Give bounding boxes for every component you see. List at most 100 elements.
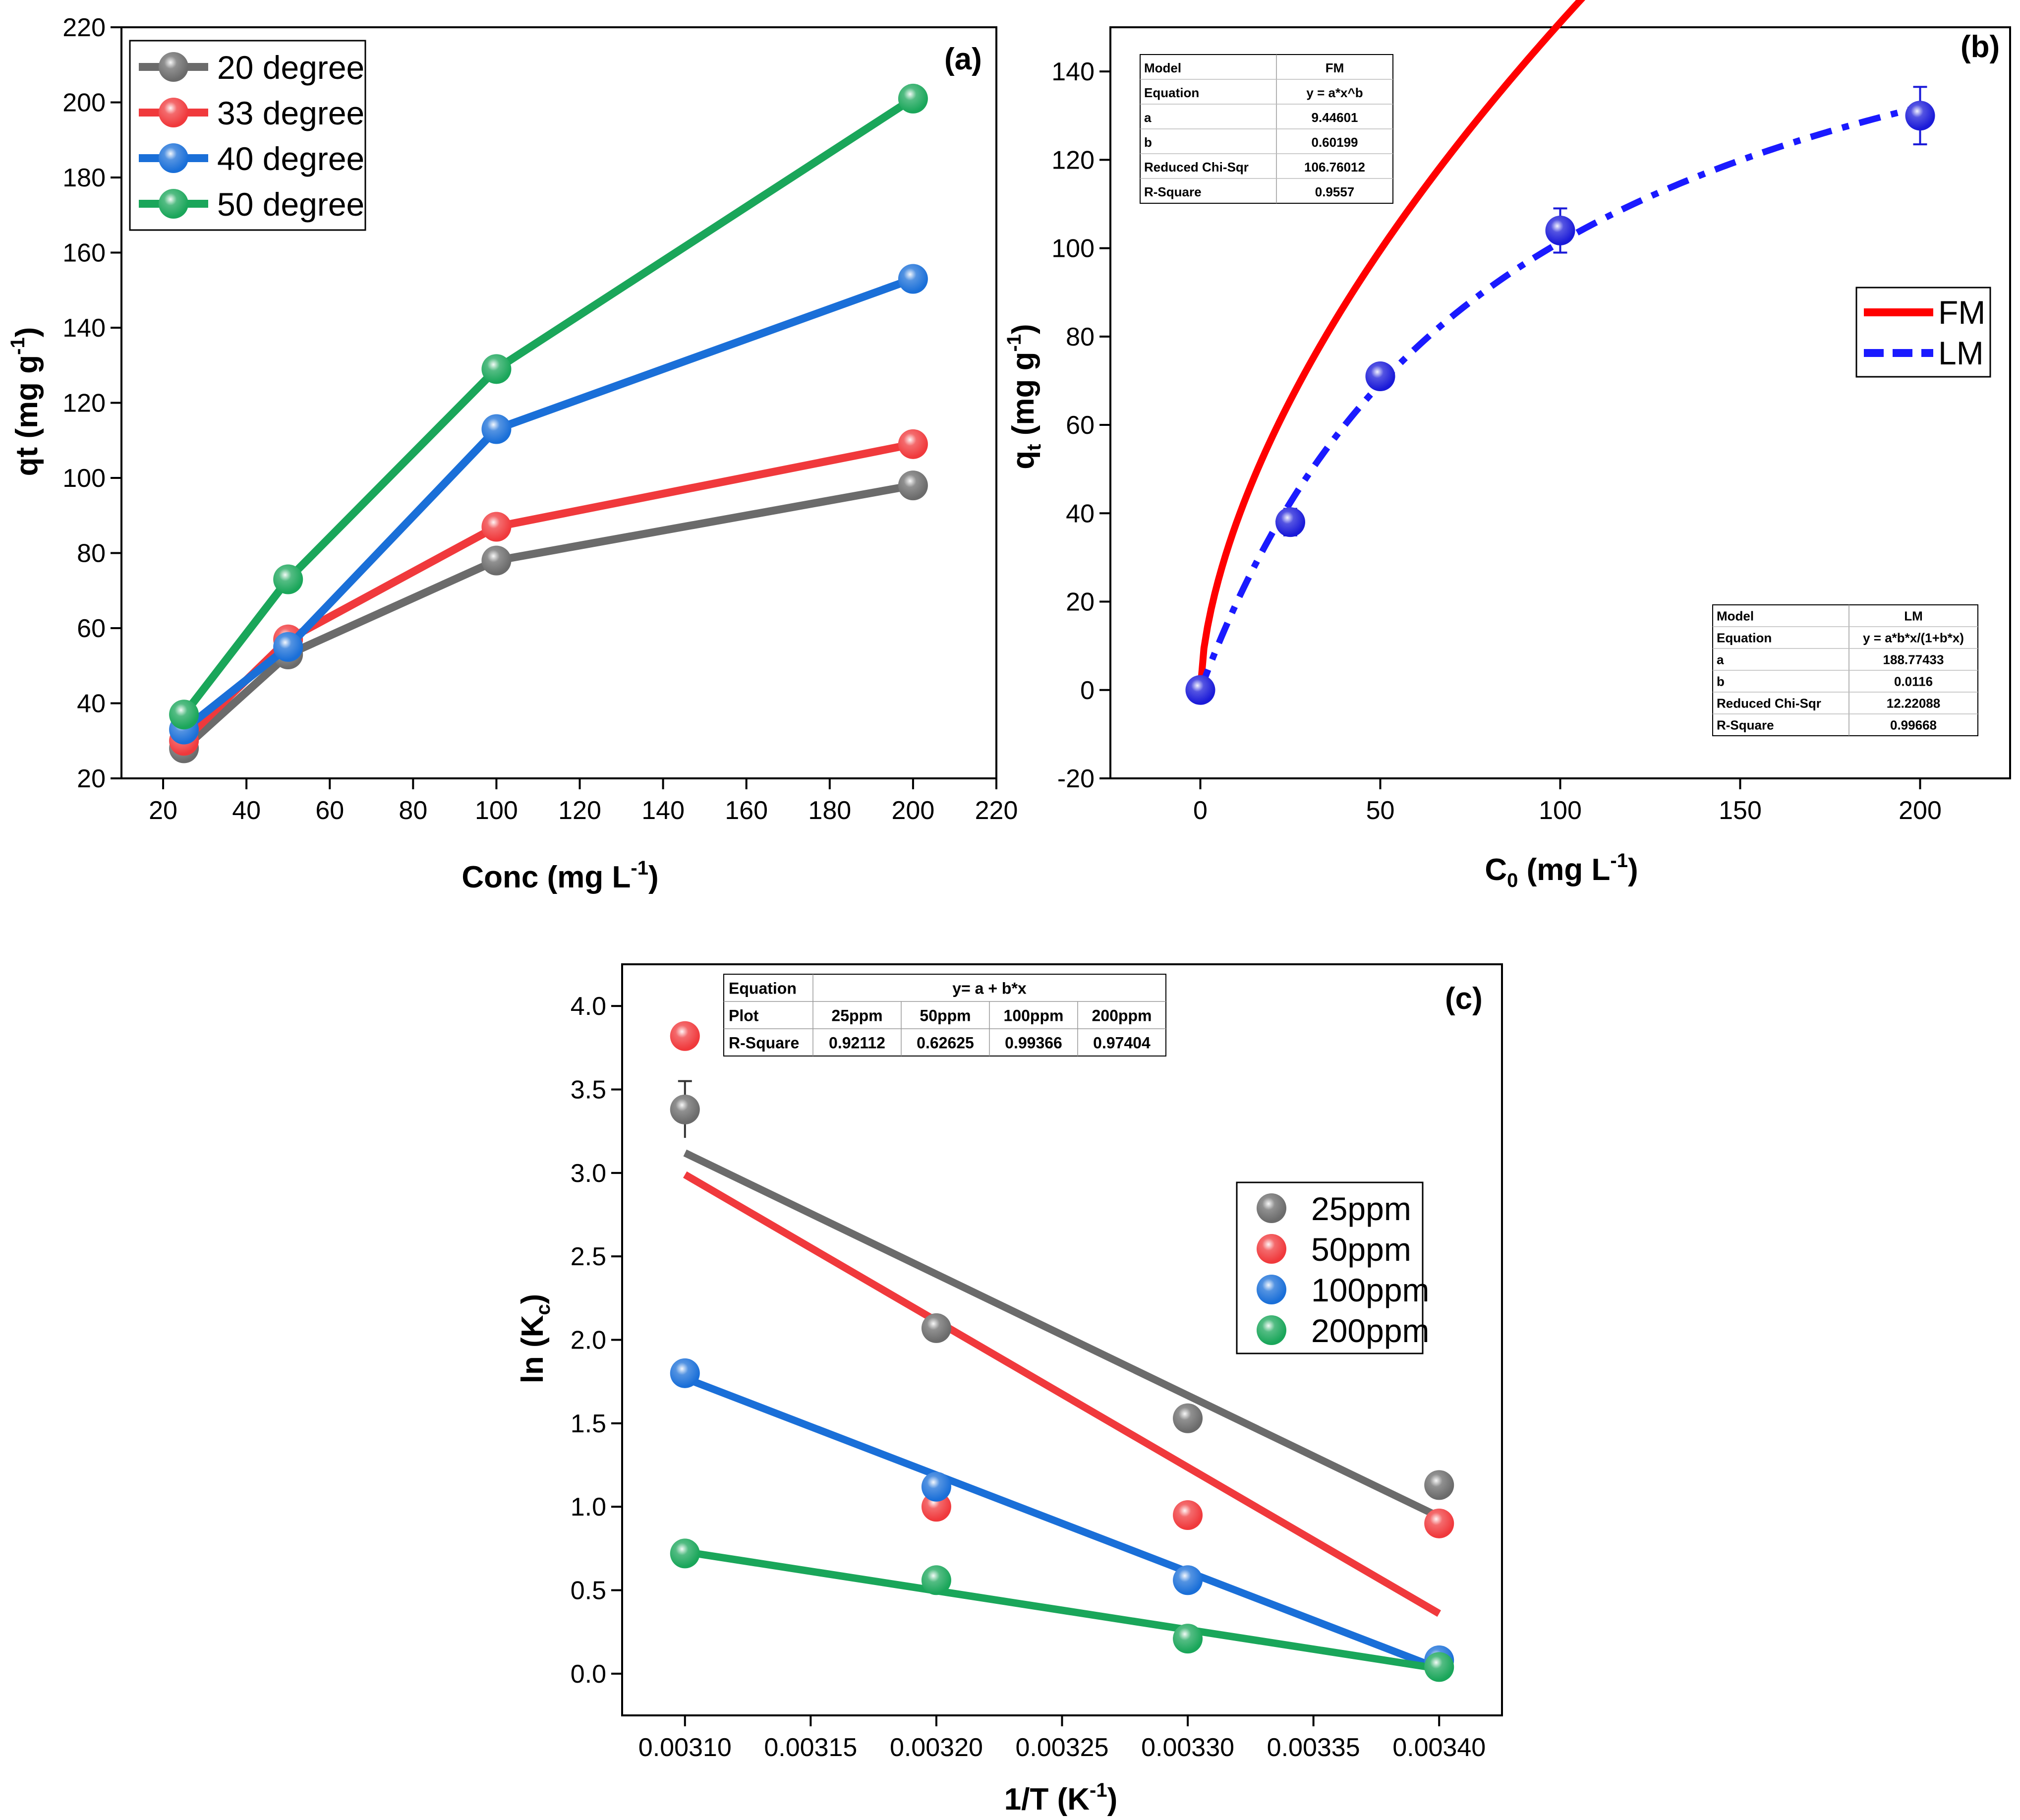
y-tick-label: 180: [62, 164, 106, 192]
y-tick-label: 80: [77, 539, 106, 568]
x-tick-label: 220: [975, 796, 1018, 825]
series-50ppm: [670, 1021, 1454, 1538]
table-key: R-Square: [1717, 718, 1774, 733]
series-50-degree: [169, 83, 928, 730]
data-point-shine: [670, 1538, 700, 1569]
table-key: b: [1717, 674, 1725, 689]
chart-b-y-axis-title: qt (mg g-1): [1003, 324, 1045, 469]
table-value: 50ppm: [920, 1007, 971, 1025]
legend-label: 20 degree: [217, 49, 364, 86]
data-point-shine: [898, 470, 928, 501]
data-point-shine: [481, 414, 512, 444]
data-point: [1173, 1403, 1203, 1433]
data-point-shine: [1424, 1470, 1454, 1500]
chart-c: 0.00310 0.00315 0.00320 0.00325 0.00330 0.003…: [516, 963, 1503, 1817]
x-tick-label: 200: [1899, 796, 1942, 825]
data-point-shine: [273, 564, 303, 594]
y-tick-label: 160: [62, 239, 106, 268]
legend-marker: [159, 52, 188, 82]
x-tick-label: 0.00325: [1016, 1733, 1109, 1762]
chart-b-panel-label: (b): [1961, 30, 2000, 64]
chart-a-y-axis-title: qt (mg g-1): [7, 327, 44, 476]
data-point: [898, 264, 928, 294]
data-point: [273, 564, 303, 594]
data-point-shine: [1173, 1624, 1203, 1654]
lm-stats-table: Model LM Equation y = a*b*x/(1+b*x) a 188.774…: [1712, 604, 1978, 736]
legend-marker: [159, 143, 188, 173]
data-point: [898, 470, 928, 501]
table-key: Model: [1144, 60, 1181, 75]
y-tick-label: 120: [62, 389, 106, 418]
fit-line-100ppm: [684, 1374, 1441, 1672]
table-value: 9.44601: [1312, 110, 1358, 125]
data-point-shine: [670, 1021, 700, 1051]
chart-c-x-axis-title: 1/T (K-1): [1004, 1779, 1117, 1817]
y-tick-label: 40: [1066, 499, 1095, 528]
x-tick-label: 180: [808, 796, 851, 825]
x-tick-label: 0.00320: [890, 1733, 983, 1762]
series-40-degree: [169, 264, 928, 745]
series-line: [181, 481, 914, 752]
fit-line-50ppm: [683, 1171, 1441, 1617]
data-point-shine: [670, 1358, 700, 1388]
y-tick-label: 2.5: [571, 1242, 606, 1271]
data-point-shine: [921, 1471, 951, 1502]
table-value: 0.9557: [1315, 184, 1355, 199]
legend-marker: [159, 98, 188, 127]
data-point-marker-shine: [1905, 101, 1935, 131]
table-value: y = a*b*x/(1+b*x): [1863, 631, 1964, 646]
y-tick-label: -20: [1057, 764, 1095, 793]
data-point: [1424, 1652, 1454, 1682]
y-tick-label: 1.5: [571, 1409, 606, 1438]
y-tick-label: 0: [1080, 676, 1095, 705]
x-tick-label: 60: [315, 796, 344, 825]
legend-label: 50ppm: [1311, 1231, 1411, 1268]
data-point: [481, 512, 512, 542]
data-point: [898, 429, 928, 459]
y-tick-label: 60: [1066, 411, 1095, 440]
x-tick-label: 120: [558, 796, 601, 825]
table-value: 0.92112: [829, 1034, 885, 1052]
legend-entry: 100ppm: [1257, 1272, 1430, 1308]
fit-line-200ppm: [684, 1548, 1440, 1673]
fit-curve-lm: [1197, 104, 1921, 692]
data-point-shine: [1173, 1403, 1203, 1433]
legend-marker: [1257, 1315, 1286, 1345]
legend-marker-shine: [1257, 1193, 1286, 1223]
y-tick-label: 80: [1066, 323, 1095, 352]
data-point-marker: [1905, 101, 1935, 131]
data-point: [481, 414, 512, 444]
table-key: Equation: [1144, 85, 1199, 100]
table-key: R-Square: [1144, 184, 1202, 199]
data-point-shine: [921, 1565, 951, 1595]
data-point-marker: [1275, 507, 1305, 537]
x-tick-label: 0.00335: [1267, 1733, 1360, 1762]
data-point: [1905, 86, 1935, 146]
y-tick-label: 100: [62, 464, 106, 493]
table-key: R-Square: [729, 1034, 799, 1052]
legend-label: 33 degree: [217, 95, 364, 131]
chart-b-x-axis-title: C0 (mg L-1): [1485, 850, 1638, 891]
table-key: Reduced Chi-Sqr: [1717, 696, 1821, 711]
y-tick-label: 1.0: [571, 1493, 606, 1522]
x-tick-label: 0.00310: [638, 1733, 732, 1762]
data-point: [1275, 507, 1305, 537]
data-point-shine: [1173, 1565, 1203, 1595]
chart-c-y-axis-title: ln (Kc): [516, 1294, 554, 1384]
legend-label: 200ppm: [1311, 1312, 1430, 1349]
table-value: 100ppm: [1004, 1007, 1064, 1025]
legend-label: 25ppm: [1311, 1190, 1411, 1227]
data-point-shine: [481, 354, 512, 384]
data-point: [1173, 1500, 1203, 1530]
legend-fm-label: FM: [1938, 294, 1985, 331]
legend-marker-shine: [159, 52, 188, 82]
data-point: [921, 1471, 951, 1502]
data-point: [1173, 1624, 1203, 1654]
x-tick-label: 100: [475, 796, 518, 825]
x-tick-label: 50: [1366, 796, 1395, 825]
legend-marker: [1257, 1234, 1286, 1264]
x-tick-label: 0: [1193, 796, 1208, 825]
data-point-shine: [481, 512, 512, 542]
table-key: Plot: [729, 1007, 759, 1025]
